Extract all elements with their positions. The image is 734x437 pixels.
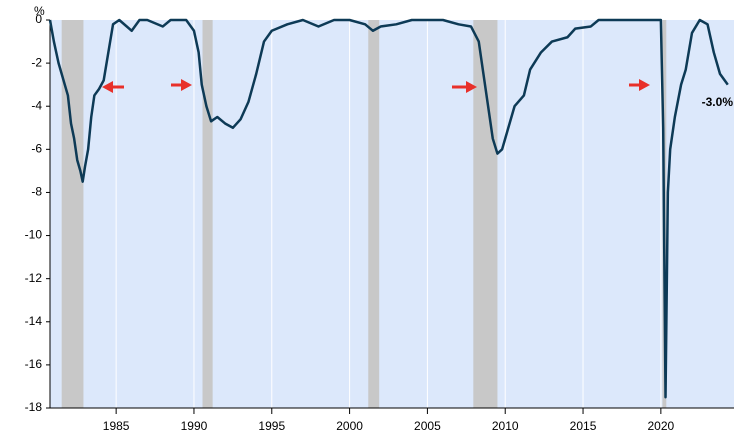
recession-band [61, 20, 84, 408]
y-axis-label: % [34, 4, 45, 18]
x-tick-label: 2020 [648, 419, 675, 433]
arrow [102, 81, 124, 93]
y-tick-label: -14 [25, 314, 43, 328]
x-tick-label: 1995 [258, 419, 285, 433]
x-tick-label: 2010 [492, 419, 519, 433]
x-tick-label: 1990 [181, 419, 208, 433]
y-tick-label: -8 [31, 185, 42, 199]
recession-band [368, 20, 380, 408]
y-tick-label: -10 [25, 228, 43, 242]
arrow [452, 81, 477, 93]
plot-background-group [50, 20, 734, 408]
arrow [171, 79, 192, 91]
recession-band [202, 20, 213, 408]
y-tick-label: -4 [31, 98, 42, 112]
y-tick-label: -6 [31, 142, 42, 156]
y-tick-label: -2 [31, 55, 42, 69]
x-tick-label: 2005 [414, 419, 441, 433]
plot-background [50, 20, 734, 408]
y-tick-label: 0 [35, 12, 42, 26]
end-annotation: -3.0% [702, 95, 734, 109]
arrows [102, 79, 650, 93]
y-tick-label: -16 [25, 357, 43, 371]
recession-band [473, 20, 498, 408]
line-series [48, 18, 729, 399]
y-tick-label: -12 [25, 271, 43, 285]
x-tick-label: 2000 [336, 419, 363, 433]
x-tick-label: 1985 [103, 419, 130, 433]
x-tick-label: 2015 [570, 419, 597, 433]
arrow [629, 79, 650, 91]
y-tick-label: -18 [25, 400, 43, 414]
